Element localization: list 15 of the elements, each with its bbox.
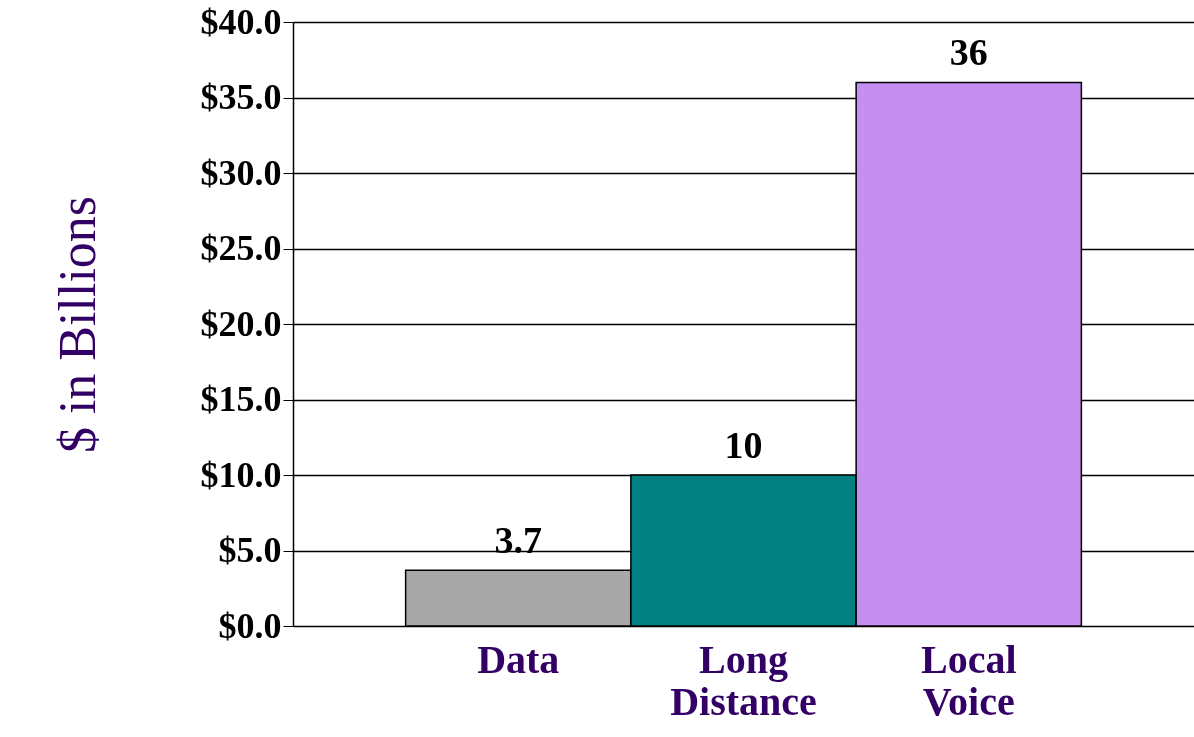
y-tick-label: $30.0 bbox=[200, 152, 282, 193]
y-tick-label: $40.0 bbox=[200, 1, 282, 42]
data-label: 36 bbox=[949, 31, 988, 74]
data-label: 10 bbox=[724, 424, 763, 466]
y-tick-label: $25.0 bbox=[200, 228, 282, 268]
y-tick-label: $35.0 bbox=[200, 77, 282, 117]
x-tick-label: Long Distance bbox=[670, 636, 817, 724]
y-tick-label: $0.0 bbox=[218, 605, 282, 646]
y-tick-label: $10.0 bbox=[200, 454, 282, 495]
y-tick-label: $15.0 bbox=[200, 379, 282, 419]
x-tick-label: Data bbox=[477, 636, 560, 682]
x-tick-label: Local Voice bbox=[920, 636, 1017, 724]
y-axis-title: $ in Billions bbox=[48, 195, 106, 454]
y-tick-label: $5.0 bbox=[218, 530, 282, 570]
y-tick-label: $20.0 bbox=[200, 303, 282, 344]
